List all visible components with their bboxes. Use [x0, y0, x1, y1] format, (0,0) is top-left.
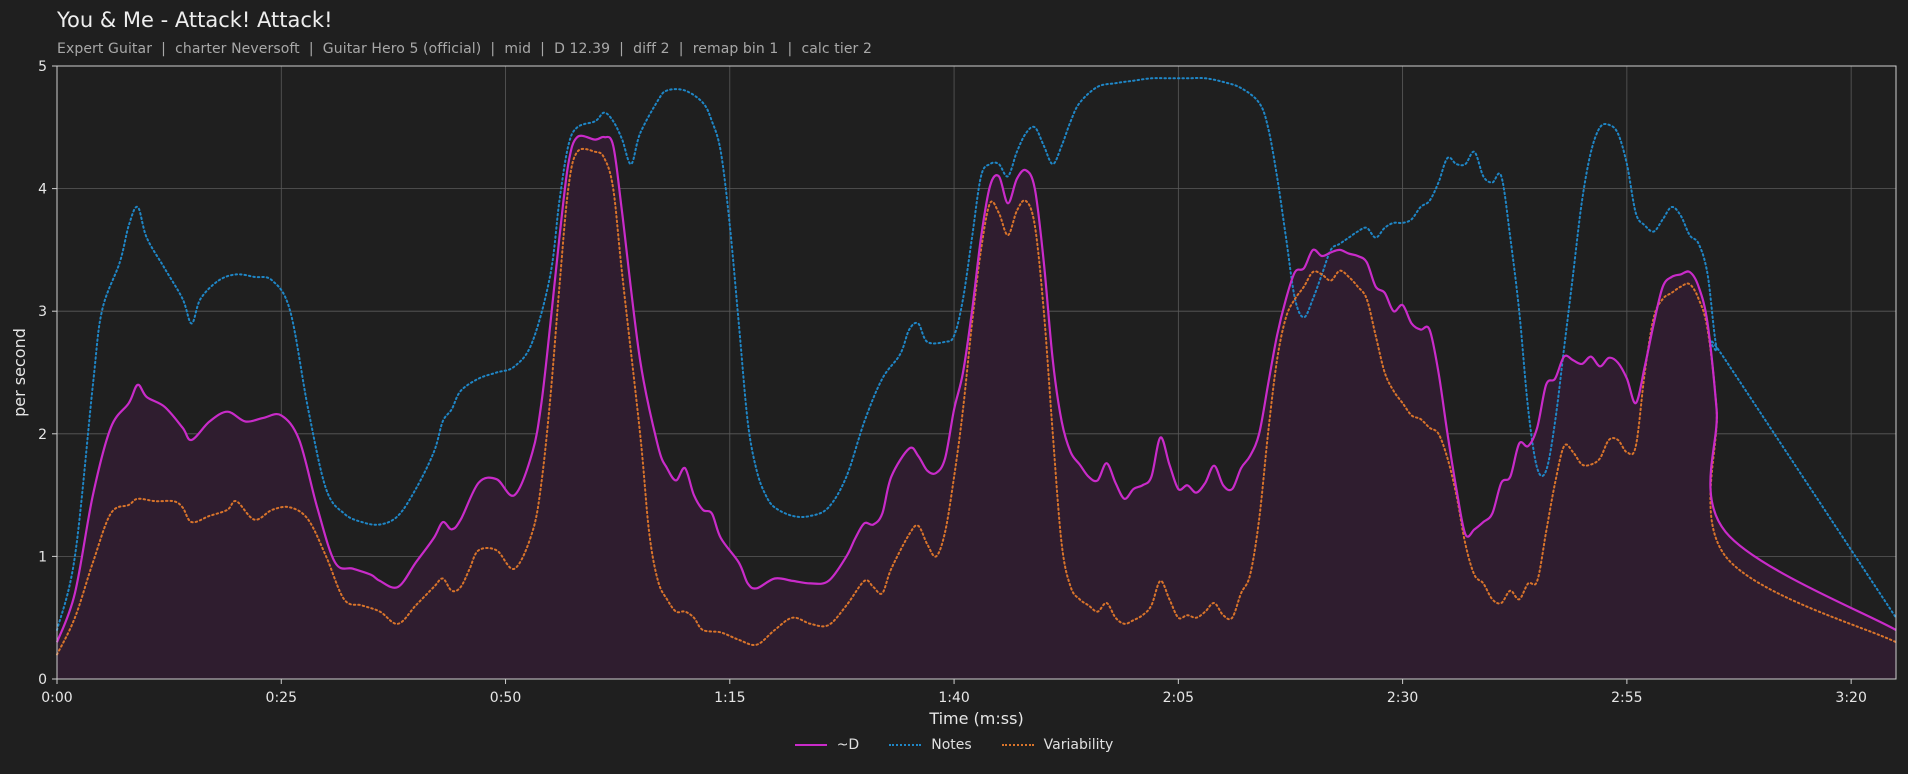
- x-tick-label: 3:20: [1835, 690, 1866, 706]
- variability-series-line: [56, 147, 1897, 656]
- x-tick-label: 0:25: [266, 690, 297, 706]
- y-tick-label: 1: [38, 549, 47, 565]
- legend-swatch-d: [794, 744, 827, 746]
- legend-item-variability: Variability: [1001, 737, 1114, 753]
- y-tick-label: 0: [38, 672, 47, 688]
- y-tick-label: 4: [38, 182, 47, 198]
- y-axis-label: per second: [10, 328, 29, 417]
- chart-subtitle: Expert Guitar | charter Neversoft | Guit…: [57, 41, 872, 57]
- x-tick-label: 1:15: [714, 690, 745, 706]
- legend-swatch-variability: [1001, 744, 1034, 746]
- x-tick-label: 2:05: [1163, 690, 1194, 706]
- legend-label-notes: Notes: [931, 737, 972, 753]
- chart-title: You & Me - Attack! Attack!: [57, 8, 333, 32]
- x-tick-label: 2:55: [1611, 690, 1642, 706]
- legend-label-d: ~D: [836, 737, 860, 753]
- x-tick-label: 1:40: [938, 690, 969, 706]
- legend-item-notes: Notes: [889, 737, 972, 753]
- y-tick-label: 5: [38, 59, 47, 75]
- legend-item-d: ~D: [794, 737, 860, 753]
- y-tick-label: 3: [38, 304, 47, 320]
- x-tick-label: 2:30: [1387, 690, 1418, 706]
- x-tick-label: 0:00: [41, 690, 72, 706]
- plot-frame: [56, 65, 1897, 680]
- legend-label-variability: Variability: [1043, 737, 1114, 753]
- d-series-line: [55, 134, 1897, 643]
- y-tick-label: 2: [38, 427, 47, 443]
- x-axis-label: Time (m:ss): [928, 709, 1023, 728]
- legend: ~D Notes Variability: [0, 737, 1908, 753]
- x-tick-label: 0:50: [490, 690, 521, 706]
- legend-swatch-notes: [889, 744, 922, 746]
- d-area-fill: [57, 135, 1896, 679]
